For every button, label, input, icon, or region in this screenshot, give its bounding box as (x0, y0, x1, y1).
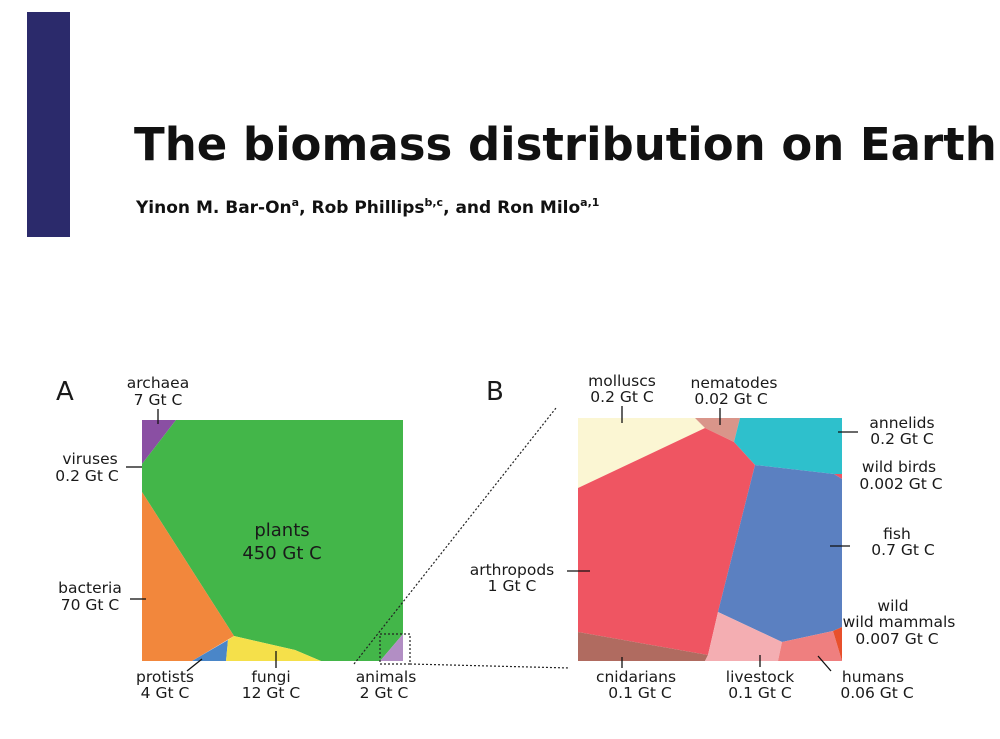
cell-cnidarians (578, 632, 708, 661)
author-name: Yinon M. Bar-On (136, 198, 292, 218)
leader-humans (817, 655, 832, 672)
author-separator: , (299, 198, 312, 218)
label-viruses-name: viruses (62, 450, 117, 468)
label-protists-name: protists (136, 668, 194, 686)
panel-a-treemap (142, 420, 403, 661)
author-affiliation: b,c (424, 196, 444, 209)
label-annelids-name: annelids (869, 414, 934, 432)
author-affiliation: a (291, 196, 300, 209)
label-cnidarians-value: 0.1 Gt C (608, 684, 671, 702)
label-fungi-value: 12 Gt C (242, 684, 301, 702)
author-name: Ron Milo (497, 198, 581, 218)
label-humans-name: humans (842, 668, 904, 686)
cell-molluscs (578, 418, 705, 488)
author-line: Yinon M. Bar-Ona, Rob Phillipsb,c, and R… (136, 196, 600, 218)
side-bar-decoration (27, 12, 70, 237)
label-nematodes-value: 0.02 Gt C (694, 390, 767, 408)
label-fish-name: fish (883, 525, 911, 543)
label-bacteria-name: bacteria (58, 579, 122, 597)
cell-bacteria (142, 492, 234, 661)
label-annelids-value: 0.2 Gt C (870, 430, 933, 448)
author-name: Rob Phillips (311, 198, 425, 218)
label-livestock-name: livestock (726, 668, 794, 686)
author-affiliation: a,1 (580, 196, 600, 209)
cell-humans (778, 631, 842, 661)
label-plants-name: plants (254, 520, 309, 541)
label-wild-birds-value: 0.002 Gt C (859, 475, 942, 493)
label-archaea-value: 7 Gt C (134, 391, 183, 409)
cell-fungi (226, 636, 321, 661)
label-wild-mammals-name-1: wild (877, 597, 908, 615)
zoom-box (379, 633, 411, 665)
label-fish-value: 0.7 Gt C (871, 541, 934, 559)
label-arthropods-value: 1 Gt C (488, 577, 537, 595)
panel-b-treemap (578, 418, 842, 661)
label-bacteria-value: 70 Gt C (61, 596, 120, 614)
cell-animals (380, 634, 403, 661)
label-protists-value: 4 Gt C (141, 684, 190, 702)
label-wild-mammals-name: wild mammals (843, 613, 956, 631)
leader-protists (186, 658, 203, 672)
label-viruses-value: 0.2 Gt C (55, 467, 118, 485)
cell-plants (142, 420, 403, 661)
cell-nematodes (695, 418, 740, 442)
label-wild-birds-name: wild birds (862, 458, 936, 476)
label-arthropods-name: arthropods (470, 561, 555, 579)
label-archaea-name: archaea (127, 374, 189, 392)
label-fungi-name: fungi (251, 668, 290, 686)
label-nematodes-name: nematodes (691, 374, 778, 392)
paper-title: The biomass distribution on Earth (134, 118, 997, 171)
label-animals-value: 2 Gt C (360, 684, 409, 702)
cell-wild-mammals (833, 627, 842, 661)
label-humans-value: 0.06 Gt C (840, 684, 913, 702)
panel-letter-a: A (56, 377, 74, 407)
label-livestock-value: 0.1 Gt C (728, 684, 791, 702)
zoom-line-bottom (409, 663, 571, 669)
label-molluscs-name: molluscs (588, 372, 656, 390)
author-separator: , and (443, 198, 498, 218)
label-molluscs-value: 0.2 Gt C (590, 388, 653, 406)
label-animals-name: animals (356, 668, 417, 686)
label-wild-mammals-value: 0.007 Gt C (855, 630, 938, 648)
panel-letter-b: B (486, 377, 504, 407)
label-plants-value: 450 Gt C (242, 543, 321, 564)
cell-arthropods (578, 428, 755, 655)
cell-protists (192, 640, 228, 661)
cell-fish (718, 465, 842, 642)
cell-annelids (734, 418, 842, 474)
cell-livestock (705, 612, 782, 661)
zoom-connector (353, 407, 571, 669)
label-cnidarians-name: cnidarians (596, 668, 676, 686)
